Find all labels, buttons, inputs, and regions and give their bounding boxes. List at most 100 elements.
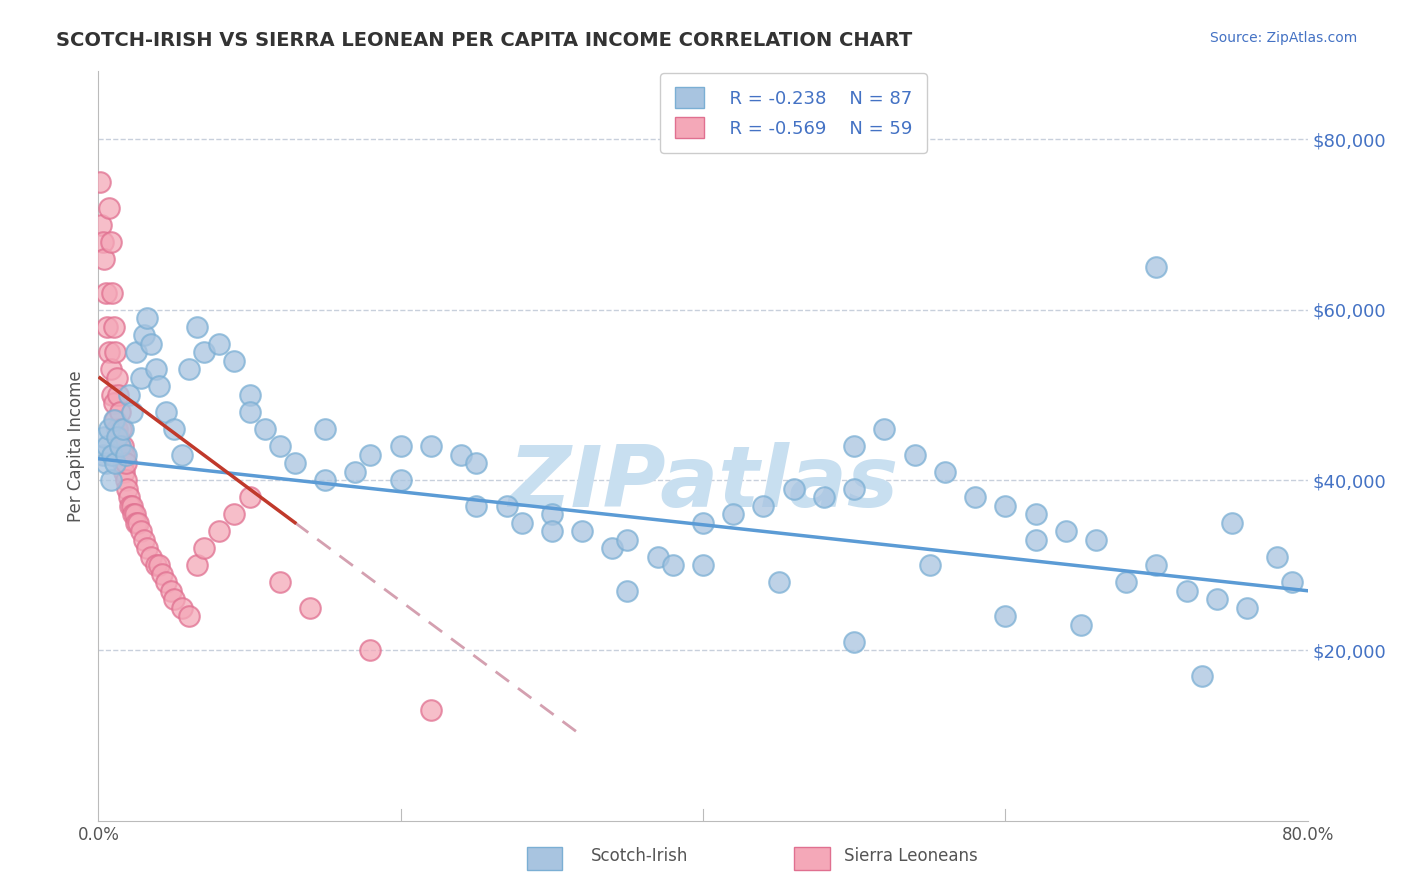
Point	[420, 703, 443, 717]
Point	[110, 448, 132, 462]
Point	[148, 558, 170, 573]
Point	[1175, 583, 1198, 598]
Point	[114, 473, 136, 487]
Point	[314, 473, 336, 487]
Point	[132, 328, 155, 343]
Point	[314, 422, 336, 436]
Point	[193, 345, 215, 359]
Point	[465, 456, 488, 470]
Point	[118, 388, 141, 402]
Point	[1070, 617, 1092, 632]
Point	[420, 439, 443, 453]
Point	[186, 319, 208, 334]
Point	[125, 345, 148, 359]
Point	[120, 499, 142, 513]
Point	[100, 473, 122, 487]
Point	[510, 516, 533, 530]
Point	[844, 439, 866, 453]
Text: SCOTCH-IRISH VS SIERRA LEONEAN PER CAPITA INCOME CORRELATION CHART: SCOTCH-IRISH VS SIERRA LEONEAN PER CAPIT…	[56, 31, 912, 50]
Point	[873, 422, 896, 436]
Text: Scotch-Irish: Scotch-Irish	[591, 847, 688, 865]
Point	[208, 524, 231, 538]
Point	[170, 600, 193, 615]
Point	[111, 422, 134, 436]
Point	[1115, 575, 1137, 590]
Point	[107, 388, 129, 402]
Point	[239, 405, 262, 419]
Point	[344, 465, 367, 479]
Point	[103, 319, 125, 334]
Point	[602, 541, 624, 556]
Point	[844, 635, 866, 649]
Point	[170, 448, 193, 462]
Point	[155, 405, 177, 419]
Point	[1144, 558, 1167, 573]
Point	[90, 218, 112, 232]
Point	[124, 507, 146, 521]
Point	[904, 448, 927, 462]
Point	[1054, 524, 1077, 538]
Point	[132, 533, 155, 547]
Point	[540, 524, 562, 538]
Point	[110, 422, 132, 436]
Point	[193, 541, 215, 556]
Point	[93, 430, 115, 444]
Point	[389, 473, 412, 487]
Point	[934, 465, 956, 479]
Point	[98, 345, 121, 359]
Point	[125, 516, 148, 530]
Point	[103, 413, 125, 427]
Point	[155, 575, 177, 590]
Point	[108, 439, 131, 453]
Point	[239, 490, 262, 504]
Point	[389, 439, 412, 453]
Point	[101, 448, 124, 462]
Point	[1024, 533, 1046, 547]
Point	[150, 566, 173, 581]
Point	[127, 516, 149, 530]
Point	[101, 285, 124, 300]
Y-axis label: Per Capita Income: Per Capita Income	[66, 370, 84, 522]
Point	[692, 558, 714, 573]
Point	[145, 558, 167, 573]
Point	[121, 405, 143, 419]
Point	[465, 499, 488, 513]
Point	[1085, 533, 1108, 547]
Point	[148, 379, 170, 393]
Point	[89, 175, 111, 189]
Point	[284, 456, 307, 470]
Point	[253, 422, 276, 436]
Text: ZIPatlas: ZIPatlas	[508, 442, 898, 525]
Text: Sierra Leoneans: Sierra Leoneans	[844, 847, 977, 865]
Point	[768, 575, 790, 590]
Point	[104, 456, 127, 470]
Point	[571, 524, 593, 538]
Point	[141, 549, 163, 564]
Point	[91, 235, 114, 249]
Point	[94, 285, 117, 300]
Point	[98, 422, 121, 436]
Point	[160, 583, 183, 598]
Point	[844, 482, 866, 496]
Point	[115, 482, 138, 496]
Point	[163, 592, 186, 607]
Text: Source: ZipAtlas.com: Source: ZipAtlas.com	[1209, 31, 1357, 45]
Point	[1267, 549, 1289, 564]
Point	[121, 499, 143, 513]
Point	[91, 448, 114, 462]
Point	[96, 319, 118, 334]
Point	[94, 456, 117, 470]
Point	[186, 558, 208, 573]
Point	[107, 430, 129, 444]
Point	[93, 252, 115, 266]
Point	[994, 499, 1017, 513]
Point	[752, 499, 775, 513]
Point	[1191, 669, 1213, 683]
Point	[1220, 516, 1243, 530]
Point	[360, 448, 382, 462]
Point	[108, 439, 131, 453]
Point	[1281, 575, 1303, 590]
Point	[616, 533, 638, 547]
Point	[179, 362, 201, 376]
Point	[101, 388, 124, 402]
